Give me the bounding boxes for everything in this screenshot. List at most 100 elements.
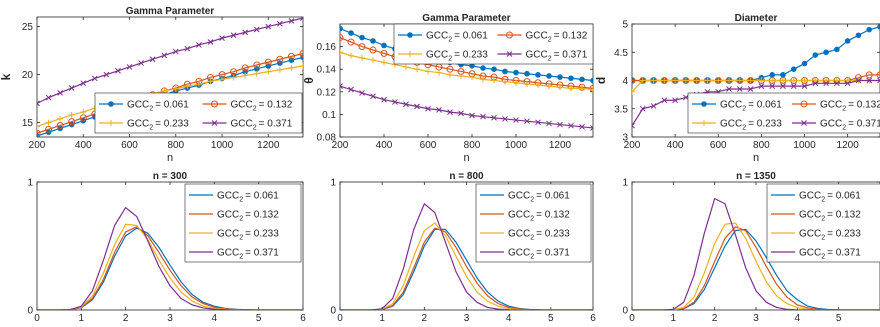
data-point xyxy=(126,64,133,70)
x-tick-label: 200 xyxy=(29,140,46,151)
y-axis-label: θ xyxy=(302,77,316,84)
legend: GCC2= 0.061 GCC2= 0.132 GCC2= 0.233 GCC2= 0… xyxy=(94,92,303,134)
data-point xyxy=(704,77,711,84)
legend-label: GCC2 = 0.061 xyxy=(720,100,782,113)
series-layer xyxy=(632,198,880,310)
chart-title: Gamma Parameter xyxy=(422,13,510,24)
data-point xyxy=(458,110,464,117)
data-point xyxy=(513,79,519,86)
legend-label: GCC2 = 0.233 xyxy=(508,229,570,242)
legend: GCC2= 0.061 GCC2= 0.132 GCC2= 0.233 GCC2= 0… xyxy=(184,183,302,263)
legend-entry: GCC2 = 0.233 xyxy=(771,229,861,242)
series-line-4 xyxy=(37,207,303,310)
legend-label: GCC2 = 0.061 xyxy=(508,191,570,204)
y-tick-label: 0 xyxy=(330,306,336,317)
x-tick-label: 2 xyxy=(422,313,428,324)
data-point xyxy=(650,103,657,109)
data-point xyxy=(758,77,765,84)
y-tick-label: 25 xyxy=(22,22,34,33)
data-point xyxy=(45,125,53,133)
legend-label: GCC2 = 0.132 xyxy=(508,210,570,223)
data-point xyxy=(340,49,343,56)
series-line-4 xyxy=(632,198,880,310)
data-point xyxy=(265,23,272,30)
legend-label: GCC2 = 0.371 xyxy=(217,248,279,261)
data-point xyxy=(590,77,593,84)
data-point xyxy=(288,64,295,71)
x-tick-label: 6 xyxy=(590,313,596,324)
series-line-4 xyxy=(340,85,593,129)
data-point xyxy=(230,32,237,39)
data-point xyxy=(747,86,754,92)
data-point xyxy=(823,80,829,87)
legend-entry: GCC2 = 0.132 xyxy=(480,210,570,223)
data-point xyxy=(347,38,355,46)
x-tick-label: 1000 xyxy=(505,140,528,151)
y-tick-label: 4.5 xyxy=(614,48,628,59)
data-point xyxy=(381,96,387,103)
data-point xyxy=(491,66,497,72)
x-tick-label: 400 xyxy=(376,140,393,151)
data-point xyxy=(253,26,260,33)
legend-label: GCC2 = 0.233 xyxy=(720,119,782,132)
legend-label: GCC2 = 0.132 xyxy=(217,210,279,223)
data-point xyxy=(57,115,64,122)
x-tick-label: 5 xyxy=(256,313,262,324)
y-tick-label: 20 xyxy=(22,70,34,81)
data-point xyxy=(56,121,64,129)
data-point xyxy=(823,77,830,84)
x-tick-label: 600 xyxy=(710,140,727,151)
data-point xyxy=(502,78,508,85)
data-point xyxy=(480,113,486,120)
data-point xyxy=(480,76,486,83)
data-point xyxy=(359,34,365,41)
legend-entry: GCC2 = 0.132 xyxy=(189,210,279,223)
data-point xyxy=(230,74,237,81)
data-point xyxy=(502,116,508,122)
data-point xyxy=(403,101,409,108)
data-point xyxy=(300,62,303,69)
data-point xyxy=(68,118,76,126)
data-point xyxy=(747,77,754,84)
data-point xyxy=(834,46,840,53)
x-axis-label: n xyxy=(753,152,759,164)
data-point xyxy=(683,94,689,101)
legend-entry: GCC2 = 0.371 xyxy=(792,119,880,132)
data-point xyxy=(242,29,249,36)
legend-entry: GCC2 = 0.233 xyxy=(398,50,488,63)
data-point xyxy=(370,38,376,44)
x-tick-label: 400 xyxy=(75,140,92,151)
data-point xyxy=(480,65,486,71)
data-point xyxy=(359,90,365,96)
data-point xyxy=(579,76,585,83)
data-point xyxy=(769,72,775,78)
data-point xyxy=(557,84,563,91)
legend-entry: GCC2 = 0.061 xyxy=(398,31,488,44)
x-tick-label: 6 xyxy=(300,313,306,324)
data-point xyxy=(276,66,283,73)
data-point xyxy=(184,83,191,90)
data-point xyxy=(45,119,52,126)
legend-label: GCC2 = 0.233 xyxy=(426,50,488,63)
data-point xyxy=(524,118,530,125)
data-point xyxy=(844,38,851,44)
data-point xyxy=(823,49,829,56)
data-point xyxy=(877,24,880,30)
data-point xyxy=(447,71,453,78)
data-point xyxy=(780,72,786,78)
data-point xyxy=(866,26,873,33)
data-point xyxy=(726,77,733,84)
series-line-4 xyxy=(37,17,303,104)
data-point xyxy=(80,80,87,87)
data-point xyxy=(535,82,541,89)
legend-entry: GCC2 = 0.233 xyxy=(189,229,279,242)
data-point xyxy=(103,71,110,78)
data-point xyxy=(138,60,144,66)
data-point xyxy=(340,34,344,42)
data-point xyxy=(287,52,295,60)
data-point xyxy=(672,97,678,104)
data-point xyxy=(253,70,260,77)
data-point xyxy=(299,49,303,57)
chart-panel-2: 200 400 600 800 1000 1200 0.08 0.1 0.12 0.14 0.16 G… xyxy=(302,13,594,164)
